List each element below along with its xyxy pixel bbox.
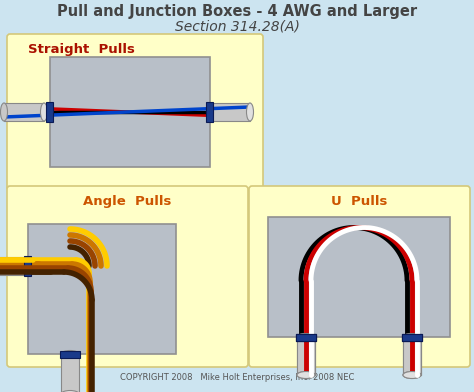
Ellipse shape [207,103,213,121]
Bar [296,334,316,341]
Text: Angle  Pulls: Angle Pulls [83,195,171,208]
Bar [402,334,422,341]
Bar [50,57,210,167]
Ellipse shape [297,372,315,379]
Bar [61,354,79,392]
Ellipse shape [403,372,421,379]
Bar [402,334,422,341]
Bar [207,102,213,122]
Ellipse shape [403,334,421,341]
Ellipse shape [297,334,315,341]
Text: Straight  Pulls: Straight Pulls [28,43,135,56]
Bar [403,337,421,375]
Text: Section 314.28(A): Section 314.28(A) [174,19,300,33]
Bar [210,103,250,121]
Ellipse shape [297,334,315,341]
FancyBboxPatch shape [249,186,470,367]
Ellipse shape [25,257,31,275]
Ellipse shape [61,390,79,392]
Bar [297,337,315,375]
Ellipse shape [403,334,421,341]
Bar [296,334,316,341]
Bar [402,334,422,341]
Text: COPYRIGHT 2008   Mike Holt Enterprises, Inc. 2008 NEC: COPYRIGHT 2008 Mike Holt Enterprises, In… [120,373,354,382]
Bar [0,257,28,275]
Bar [403,337,421,375]
Bar [60,350,80,358]
Ellipse shape [403,372,421,379]
Ellipse shape [297,372,315,379]
Ellipse shape [40,103,47,121]
Ellipse shape [0,103,8,121]
Bar [46,102,54,122]
Ellipse shape [246,103,254,121]
FancyBboxPatch shape [7,186,248,367]
Ellipse shape [61,350,79,358]
Bar [296,334,316,341]
Bar [28,224,176,354]
Bar [297,337,315,375]
Bar [268,217,450,337]
Bar [25,256,31,276]
Text: Pull and Junction Boxes - 4 AWG and Larger: Pull and Junction Boxes - 4 AWG and Larg… [57,4,417,19]
Text: U  Pulls: U Pulls [331,195,387,208]
Bar [4,103,44,121]
FancyBboxPatch shape [7,34,263,190]
